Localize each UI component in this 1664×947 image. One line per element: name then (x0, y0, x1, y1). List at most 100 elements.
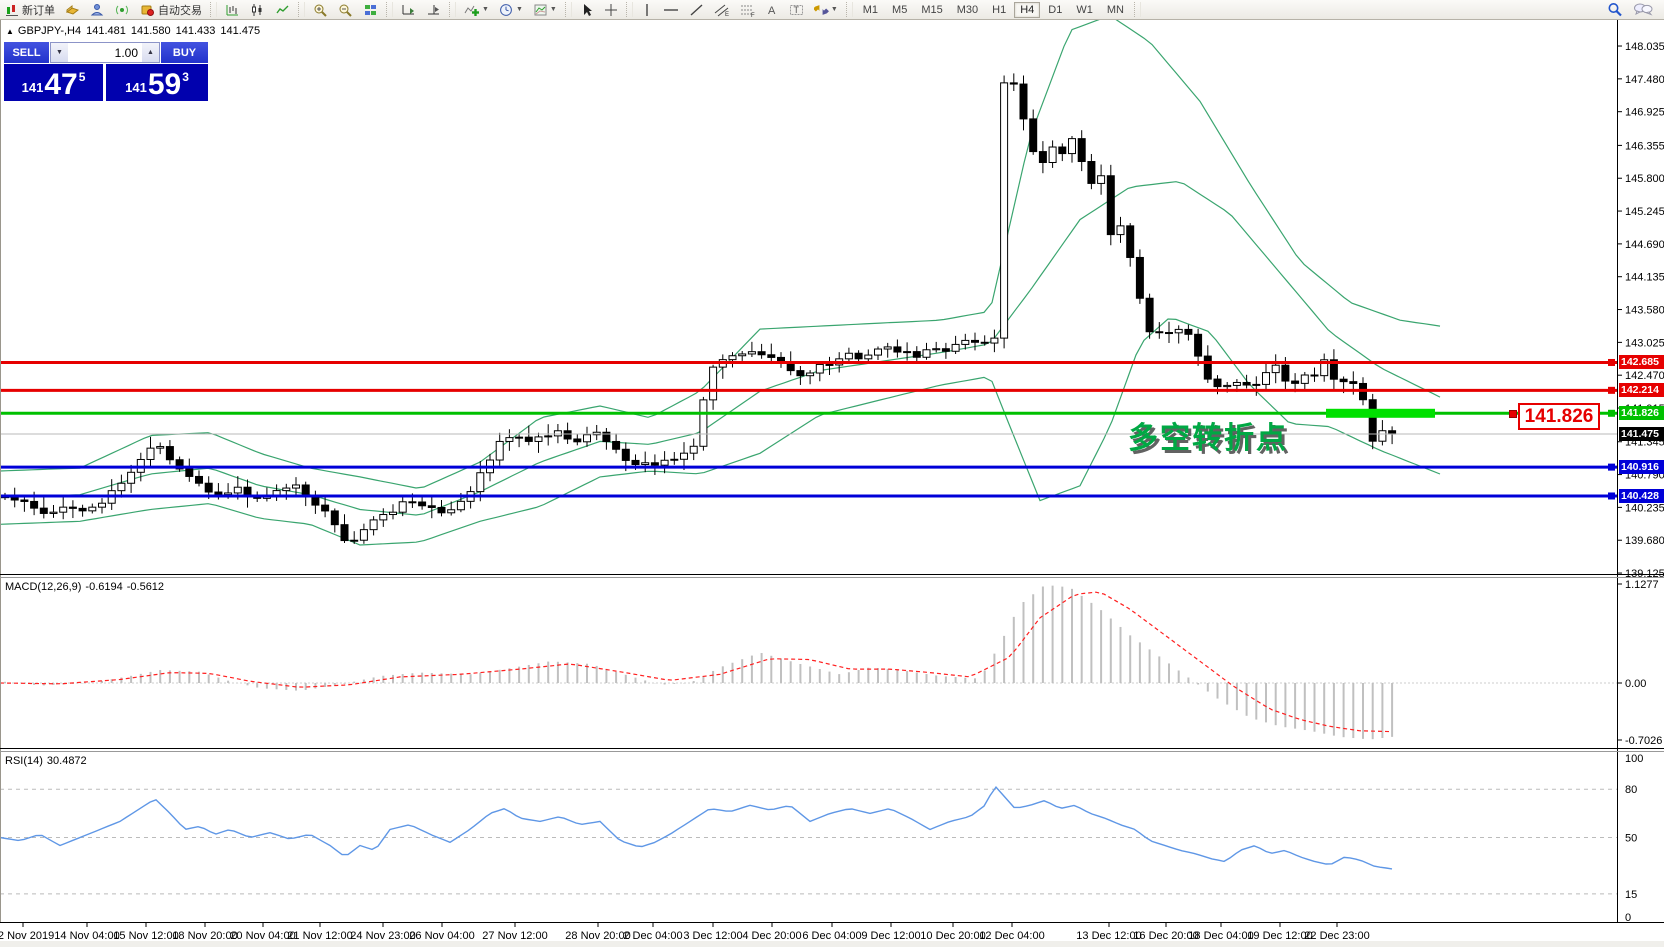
dropdown-arrow-icon: ▼ (515, 6, 523, 13)
volume-input[interactable]: 1.00 (114, 45, 138, 60)
text-label-icon: T (789, 4, 803, 15)
svg-text:A: A (768, 5, 776, 17)
tile-windows-icon (365, 4, 376, 15)
search-icon (1608, 3, 1622, 17)
timeframe-h4[interactable]: H4 (1014, 1, 1041, 18)
volume-decrement-button[interactable]: ▼ (51, 43, 68, 62)
one-click-trading-panel: SELL ▼ 1.00 ▲ BUY 141 47 5 141 59 3 (4, 42, 208, 101)
svg-text:22 Dec 23:00: 22 Dec 23:00 (1304, 930, 1369, 942)
auto-trading-button[interactable]: 自动交易 (136, 0, 206, 19)
add-indicator-icon (464, 5, 479, 16)
price-level-label-box: 141.826 (1518, 403, 1600, 430)
timeframe-d1[interactable]: D1 (1048, 3, 1063, 16)
ohlc-open: 141.481 (86, 25, 126, 37)
bar-chart-button[interactable] (221, 0, 244, 19)
template-icon (534, 4, 547, 15)
dropdown-arrow-icon: ▼ (549, 6, 557, 13)
macd-title: MACD(12,26,9) (5, 581, 82, 593)
svg-text:146.925: 146.925 (1625, 107, 1664, 119)
timeframe-m30[interactable]: M30 (956, 3, 979, 16)
cursor-tool-button[interactable] (576, 0, 598, 19)
candlestick-chart-icon (252, 3, 262, 16)
timeframe-m15[interactable]: M15 (921, 3, 943, 16)
indicator-list-button[interactable] (61, 0, 84, 19)
svg-text:140.235: 140.235 (1625, 502, 1664, 514)
buy-price-pip: 3 (182, 70, 189, 84)
buy-price-big: 59 (147, 68, 182, 101)
horizontal-line-icon (663, 8, 678, 11)
price-axis: 148.035 147.480 146.925 146.355 145.800 145.2… (1617, 41, 1664, 924)
fibonacci-tool-button[interactable]: F (736, 0, 760, 19)
new-order-label: 新订单 (22, 4, 55, 17)
volume-increment-button[interactable]: ▲ (142, 43, 159, 62)
buy-button[interactable]: BUY (161, 42, 208, 63)
band-upper (0, 20, 1441, 489)
macd-main-value: -0.6194 (85, 581, 123, 593)
signals-button[interactable] (111, 0, 134, 19)
svg-text:28 Nov 20:00: 28 Nov 20:00 (565, 930, 630, 942)
timeframe-w1[interactable]: W1 (1076, 3, 1093, 16)
timeframe-mn[interactable]: MN (1106, 3, 1124, 16)
sell-button[interactable]: SELL (4, 42, 49, 63)
svg-text:4 Dec 20:00: 4 Dec 20:00 (742, 930, 801, 942)
tile-windows-button[interactable] (359, 0, 382, 19)
sell-price-button[interactable]: 141 47 5 (4, 64, 103, 101)
candlestick-chart-button[interactable] (246, 0, 269, 19)
buy-price-button[interactable]: 141 59 3 (106, 64, 208, 101)
timeframe-h1[interactable]: H1 (992, 3, 1007, 16)
rsi-value: 30.4872 (46, 755, 87, 767)
level-lines (0, 358, 1617, 500)
collapse-triangle-icon[interactable]: ▲ (6, 27, 14, 36)
line-chart-button[interactable] (271, 0, 294, 19)
zoom-in-button[interactable] (309, 0, 332, 19)
svg-text:143.025: 143.025 (1625, 337, 1664, 349)
new-order-button[interactable]: 新订单 (1, 0, 59, 19)
toolbar-separator (210, 2, 217, 17)
chat-bubbles-icon (1634, 3, 1653, 16)
chat-button[interactable] (1629, 0, 1657, 19)
zoom-out-button[interactable] (334, 0, 357, 19)
price-badge-140.428: 140.428 (1619, 488, 1664, 503)
timeframe-m5[interactable]: M5 (892, 3, 908, 16)
svg-text:24 Nov 23:00: 24 Nov 23:00 (350, 930, 415, 942)
auto-scroll-button[interactable] (397, 0, 420, 19)
text-label-tool-button[interactable]: T (785, 0, 808, 19)
svg-text:6 Dec 04:00: 6 Dec 04:00 (802, 930, 861, 942)
trendline-tool-button[interactable] (685, 0, 708, 19)
macd-signal-value: -0.5612 (126, 581, 165, 593)
symbol-ohlc-header: ▲ GBPJPY-,H4 141.481 141.580 141.433 141.475 (6, 25, 265, 37)
chart-shift-button[interactable] (422, 0, 445, 19)
trendline-icon (690, 3, 703, 16)
search-button[interactable] (1603, 0, 1627, 19)
timeframe-m1[interactable]: M1 (862, 3, 879, 16)
vertical-line-tool-button[interactable] (637, 0, 657, 19)
text-tool-button[interactable]: A (762, 0, 783, 19)
price-badge-142.685: 142.685 (1619, 355, 1664, 370)
market-watch-button[interactable] (86, 0, 109, 19)
templates-button[interactable]: ▼ (529, 0, 561, 19)
arrows-tool-button[interactable]: ▼ (810, 0, 842, 19)
auto-trading-icon (141, 5, 154, 16)
crosshair-tool-button[interactable] (600, 0, 622, 19)
svg-text:145.245: 145.245 (1625, 206, 1664, 218)
svg-text:144.135: 144.135 (1625, 272, 1664, 284)
add-indicator-button[interactable]: ▼ (460, 0, 493, 19)
svg-text:21 Nov 12:00: 21 Nov 12:00 (287, 930, 352, 942)
top-toolbar: 新订单 自动交易 ▼ ▼ (0, 0, 1664, 20)
line-chart-icon (276, 5, 289, 13)
price-badge-142.214: 142.214 (1619, 383, 1664, 398)
svg-text:1.1277: 1.1277 (1625, 579, 1659, 591)
svg-text:2 Dec 04:00: 2 Dec 04:00 (623, 930, 682, 942)
price-badge-141.826: 141.826 (1619, 406, 1664, 421)
svg-text:E: E (725, 12, 729, 17)
horizontal-line-tool-button[interactable] (659, 0, 683, 19)
price-box-connector-square (1509, 410, 1517, 418)
periods-button[interactable]: ▼ (495, 0, 527, 19)
sell-price-prefix: 141 (21, 80, 44, 95)
svg-text:80: 80 (1625, 784, 1637, 796)
signal-icon (116, 5, 128, 14)
toolbar-separator (845, 2, 853, 17)
channel-tool-button[interactable]: E (710, 0, 734, 19)
